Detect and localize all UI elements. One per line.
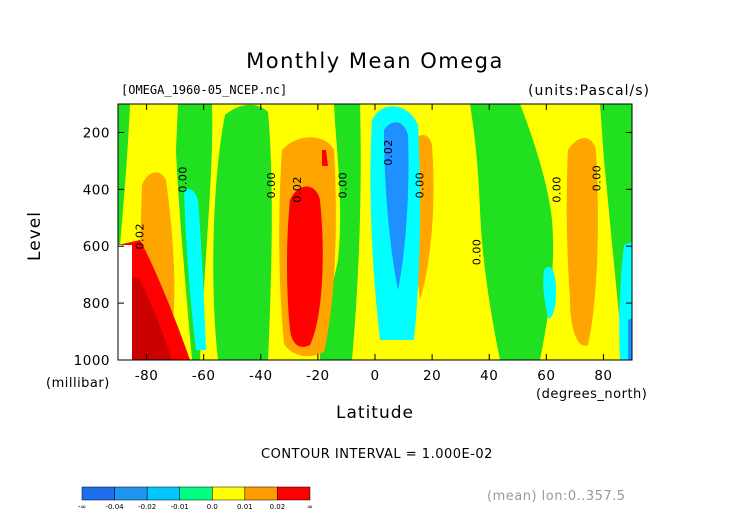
legend-label: -0.01 [171, 503, 189, 511]
y-tick-label: 600 [83, 239, 110, 255]
legend-label: -∞ [78, 503, 86, 511]
color-legend: -∞ -0.04 -0.02 -0.01 0.0 0.01 0.02 ∞ [78, 486, 313, 511]
contour-interval-label: CONTOUR INTERVAL = 1.000E-02 [261, 447, 493, 462]
band-cyan-3 [543, 266, 556, 319]
x-tick-label: 20 [423, 368, 441, 384]
contour-label: 0.02 [291, 176, 304, 203]
units-label: (units:Pascal/s) [528, 83, 650, 99]
legend-swatch [212, 486, 246, 501]
contour-label: 0.00 [471, 239, 484, 266]
band-blue-1 [384, 122, 409, 290]
band-red-2 [287, 186, 323, 347]
footer-note: (mean) lon:0..357.5 [487, 489, 626, 504]
contour-label: 0.00 [336, 172, 349, 199]
band-green-3 [213, 104, 272, 360]
y-tick-label: 1000 [74, 353, 110, 369]
x-tick-label: -80 [135, 368, 159, 384]
band-orange-4 [566, 138, 598, 346]
x-tick-label: 0 [370, 368, 379, 384]
band-blue-2 [628, 318, 632, 360]
legend-swatch [244, 486, 278, 501]
contour-field [118, 104, 632, 360]
missing-data-area [118, 245, 132, 360]
legend-label: 0.02 [270, 503, 286, 511]
contour-label: 0.02 [382, 139, 395, 166]
x-axis-title: Latitude [336, 403, 414, 423]
legend-label: -0.02 [138, 503, 156, 511]
legend-label: -0.04 [106, 503, 125, 511]
contour-label: 0.00 [414, 172, 427, 199]
y-tick-label: 800 [83, 296, 110, 312]
legend-label: ∞ [307, 503, 313, 511]
legend-swatch [277, 486, 311, 501]
chart-title: Monthly Mean Omega [246, 49, 504, 73]
source-file-label: [OMEGA_1960-05_NCEP.nc] [121, 83, 287, 97]
band-green-1 [118, 104, 130, 245]
x-tick-label: -40 [249, 368, 273, 384]
legend-swatch [146, 486, 180, 501]
y-axis-title: Level [25, 211, 45, 261]
x-tick-label: 80 [594, 368, 612, 384]
y-axis-unit: (millibar) [46, 376, 110, 391]
contour-label: 0.00 [177, 166, 190, 193]
legend-swatch [81, 486, 115, 501]
x-tick-label: -20 [306, 368, 330, 384]
legend-swatch [114, 486, 148, 501]
y-tick-label: 400 [83, 182, 110, 198]
x-tick-label: -60 [192, 368, 216, 384]
band-green-5 [470, 104, 554, 360]
contour-label: 0.00 [591, 165, 604, 192]
band-cyan-1 [184, 188, 206, 350]
legend-label: 0.01 [237, 503, 253, 511]
x-axis-unit: (degrees_north) [536, 387, 647, 402]
contour-label: 0.00 [265, 172, 278, 199]
x-tick-label: 40 [480, 368, 498, 384]
contour-labels: 0.02 0.00 0.00 0.02 0.00 0.02 0.00 0.00 0.00 0.00 [134, 139, 604, 265]
contour-label: 0.00 [551, 176, 564, 203]
x-tick-label: 60 [537, 368, 555, 384]
legend-label: 0.0 [207, 503, 218, 511]
contour-label: 0.02 [134, 223, 147, 250]
y-tick-label: 200 [83, 125, 110, 141]
y-axis: 200 400 600 800 1000 [74, 125, 632, 369]
band-red-3 [322, 150, 328, 166]
x-axis: -80 -60 -40 -20 0 20 40 60 80 [135, 104, 612, 384]
legend-swatch [179, 486, 213, 501]
